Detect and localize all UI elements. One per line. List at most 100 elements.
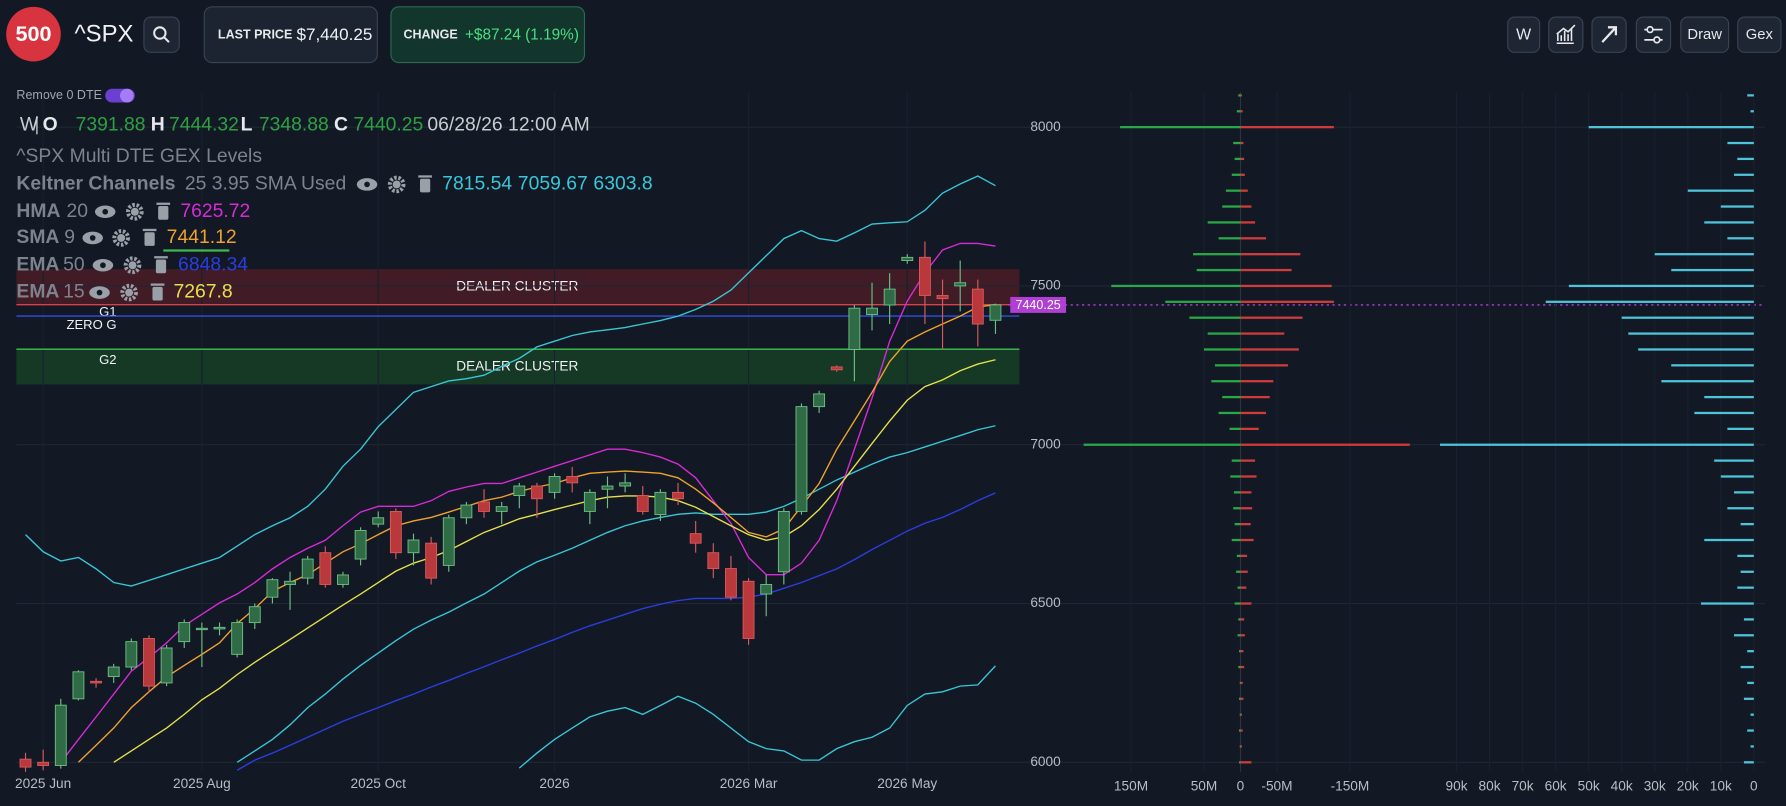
- x-tick-label: 2025 Jun: [15, 776, 71, 791]
- candle-body: [813, 393, 826, 408]
- strike-bar: [1240, 141, 1244, 145]
- gear-icon: [130, 207, 139, 216]
- candle-body: [248, 606, 261, 624]
- indicator-name: Keltner Channels: [16, 173, 175, 195]
- candle-body: [760, 584, 773, 595]
- x-tick-label: 0: [1237, 778, 1245, 793]
- candle-body: [883, 288, 896, 306]
- settings-icon: [1646, 25, 1654, 34]
- strike-bar: [1621, 316, 1754, 319]
- search-button[interactable]: [143, 16, 180, 53]
- strike-bar: [1743, 761, 1754, 764]
- ohlc-label: L: [241, 113, 253, 135]
- indicator-params: 20: [67, 200, 89, 222]
- eye-icon: [102, 208, 109, 215]
- candle-body: [442, 517, 455, 566]
- indicator-name: SMA: [16, 226, 59, 248]
- x-tick-label: 2026 Mar: [720, 776, 778, 791]
- strike-bar: [1240, 395, 1270, 399]
- candle-body: [160, 647, 173, 684]
- strike-bar: [1545, 300, 1754, 303]
- strike-bar: [1734, 634, 1754, 637]
- candle-body: [901, 256, 914, 261]
- candle-body: [425, 542, 438, 579]
- candle-body: [513, 485, 526, 497]
- strike-bar: [1222, 395, 1241, 399]
- strike-bar: [1720, 475, 1754, 478]
- x-tick-label: -50M: [1261, 778, 1292, 793]
- candle-body: [372, 517, 385, 525]
- strike-bar: [1218, 237, 1241, 240]
- gex-button[interactable]: [1737, 16, 1782, 53]
- strike-bar: [1233, 507, 1241, 510]
- candle-body: [337, 574, 349, 585]
- trash-icon: [155, 259, 167, 274]
- strike-bar: [1196, 268, 1241, 272]
- trash-icon: [142, 228, 157, 232]
- strike-bar: [1237, 586, 1241, 589]
- x-tick-label: -150M: [1331, 778, 1370, 793]
- y-tick-label: 8000: [1030, 119, 1061, 134]
- strike-bar: [1238, 665, 1241, 669]
- draw-button[interactable]: [1680, 16, 1730, 53]
- strike-bar: [1750, 713, 1754, 716]
- strike-bar: [1687, 189, 1754, 192]
- settings-button[interactable]: [1635, 16, 1672, 53]
- strike-bar: [1238, 94, 1241, 97]
- trash-icon: [150, 283, 165, 286]
- indicator-line: [60, 242, 996, 763]
- strike-bar: [1740, 570, 1754, 573]
- strike-bar: [1165, 300, 1241, 303]
- strike-bar: [1120, 126, 1241, 129]
- strike-bar: [1240, 380, 1274, 383]
- candle-body: [954, 282, 967, 287]
- interval-button[interactable]: [1507, 16, 1541, 53]
- strike-bar: [1727, 237, 1754, 240]
- indicators-button[interactable]: [1548, 16, 1584, 53]
- strike-bar: [1240, 126, 1334, 129]
- indicator-line: [113, 359, 996, 763]
- last-price-label: LAST PRICE: [218, 28, 292, 42]
- gear-icon: [117, 233, 126, 242]
- x-tick-label: 2026 May: [877, 776, 937, 791]
- strike-bar: [1704, 538, 1754, 542]
- strike-bar: [1237, 634, 1241, 637]
- candle-body: [231, 622, 244, 655]
- strike-bar: [1193, 253, 1241, 256]
- toggle-knob: [120, 88, 134, 103]
- ohlc-label: C: [334, 113, 348, 135]
- logo[interactable]: [6, 6, 61, 62]
- strike-bar: [1240, 173, 1245, 176]
- strike-bar: [1240, 665, 1245, 669]
- strike-bar: [1240, 268, 1292, 272]
- candle-body: [319, 552, 332, 585]
- strike-bar: [1240, 443, 1410, 446]
- search-icon: [163, 36, 170, 43]
- strike-bar: [1239, 729, 1241, 732]
- candle-body: [37, 761, 50, 766]
- keltner-line: [25, 175, 996, 587]
- candle-body: [742, 580, 755, 639]
- strike-bar: [1750, 745, 1754, 748]
- candle-body: [266, 579, 279, 598]
- gear-icon: [112, 229, 130, 247]
- indicator-value: 7441.12: [167, 226, 237, 248]
- strike-bar: [1720, 205, 1754, 208]
- ohlc-value: 7444.32: [169, 113, 239, 135]
- indicator-value: 6848.34: [178, 253, 248, 275]
- candle-body: [619, 482, 632, 487]
- indicator-value: 7059.67: [518, 173, 588, 195]
- candle-body: [531, 485, 543, 500]
- strike-bar: [1240, 110, 1243, 113]
- strike-bar: [1240, 729, 1243, 732]
- trash-icon: [152, 286, 163, 301]
- strike-bar: [1207, 332, 1241, 335]
- strike-bar: [1111, 284, 1241, 288]
- search-icon: [153, 26, 167, 40]
- x-tick-label: 150M: [1114, 778, 1148, 793]
- settings-icon: [1653, 36, 1661, 44]
- strike-bar: [1671, 364, 1754, 367]
- x-tick-label: 90k: [1446, 778, 1468, 793]
